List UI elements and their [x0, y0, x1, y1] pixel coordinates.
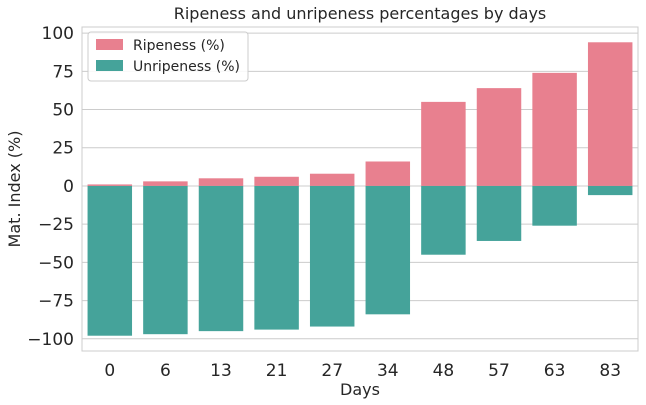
- ripeness-bar: [587, 42, 633, 186]
- x-tick-label: 48: [433, 361, 455, 381]
- y-tick-label: −100: [27, 330, 74, 350]
- x-tick-label: 57: [488, 361, 510, 381]
- y-tick-label: 0: [63, 177, 74, 197]
- plot-frame: [81, 26, 639, 352]
- unripeness-bar: [421, 185, 466, 255]
- x-tick-label: 83: [599, 361, 621, 381]
- unripeness-bar: [87, 185, 133, 336]
- unripeness-bar: [532, 185, 577, 226]
- legend: Ripeness (%) Unripeness (%): [87, 31, 249, 82]
- y-tick-label: −50: [38, 253, 74, 273]
- ripeness-bar: [476, 88, 522, 186]
- x-tick-label: 21: [266, 361, 288, 381]
- x-tick-label: 0: [104, 361, 115, 381]
- ripeness-bar: [198, 178, 244, 186]
- bars: [87, 42, 633, 336]
- legend-label-unripeness: Unripeness (%): [133, 59, 240, 75]
- ripeness-bar: [365, 161, 411, 186]
- x-tick-label: 34: [377, 361, 399, 381]
- y-tick-label: 75: [52, 62, 74, 82]
- x-tick-label: 27: [321, 361, 343, 381]
- legend-swatch-unripeness: [96, 60, 123, 71]
- ripeness-bar: [532, 72, 577, 186]
- y-tick-label: −75: [38, 292, 74, 312]
- legend-swatch-ripeness: [96, 39, 123, 50]
- chart-title: Ripeness and unripeness percentages by d…: [174, 4, 547, 23]
- ripeness-bar: [254, 176, 299, 186]
- y-tick-label: 100: [42, 24, 74, 44]
- y-tick-label: −25: [38, 215, 74, 235]
- y-tick-label: 50: [52, 101, 74, 121]
- x-tick-label: 6: [160, 361, 171, 381]
- unripeness-bar: [587, 185, 633, 196]
- x-tick-label: 13: [210, 361, 232, 381]
- ripeness-bar: [143, 181, 188, 186]
- unripeness-bar: [143, 185, 188, 335]
- legend-box: [87, 31, 249, 82]
- y-tick-label: 25: [52, 139, 74, 159]
- unripeness-bar: [365, 185, 411, 315]
- tick-labels: −100 −75 −50 −25 0 25 50 75 100 0 6 13 21 27 34 48 57 63 8…: [27, 24, 621, 381]
- ripeness-bar: [87, 184, 133, 186]
- legend-label-ripeness: Ripeness (%): [133, 38, 225, 54]
- x-axis-label: Days: [340, 380, 380, 399]
- x-tick-label: 63: [544, 361, 566, 381]
- unripeness-bar: [309, 185, 355, 327]
- y-axis-label: Mat. Index (%): [5, 131, 24, 248]
- unripeness-bar: [476, 185, 522, 241]
- unripeness-bar: [254, 185, 299, 330]
- ripeness-bar: [309, 173, 355, 186]
- ripeness-bar: [421, 101, 466, 186]
- unripeness-bar: [198, 185, 244, 332]
